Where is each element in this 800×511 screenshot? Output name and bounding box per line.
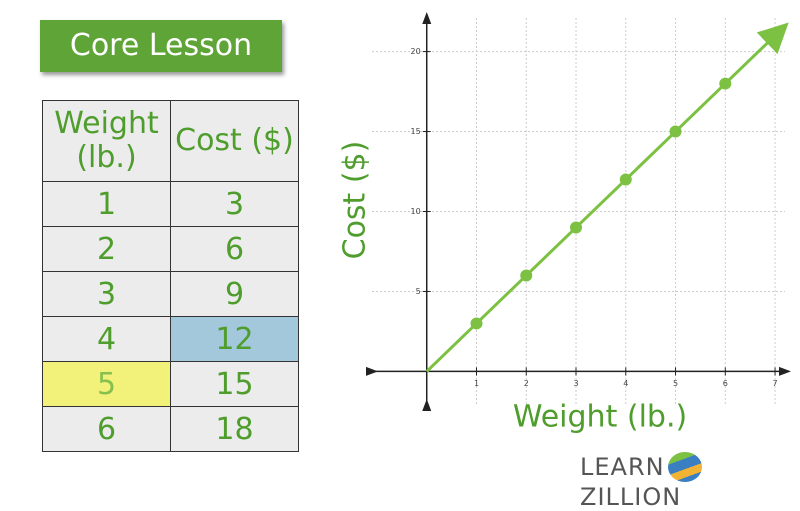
logo-icon <box>667 452 702 482</box>
point <box>669 125 682 138</box>
lesson-badge: Core Lesson <box>40 20 282 72</box>
y-tick-label: 5 <box>416 287 421 296</box>
x-axis-label: Weight (lb.) <box>513 400 687 435</box>
logo-text: ZILLION <box>580 483 682 511</box>
x-tick-label: 1 <box>474 379 479 388</box>
point <box>619 173 632 186</box>
point <box>520 269 533 282</box>
cell: 18 <box>170 406 299 452</box>
logo: LEARNZILLION <box>580 452 800 511</box>
cell: 6 <box>170 226 299 272</box>
cell: 3 <box>170 181 299 227</box>
cell: 3 <box>42 271 171 317</box>
header-cell: Cost ($) <box>170 100 299 182</box>
header-cell: Weight (lb.) <box>42 100 171 182</box>
cell: 5 <box>42 361 171 407</box>
x-tick-label: 4 <box>623 379 628 388</box>
y-tick-label: 15 <box>411 127 421 136</box>
point <box>570 221 583 234</box>
x-tick-label: 5 <box>673 379 678 388</box>
point <box>719 77 732 90</box>
x-tick-label: 7 <box>773 379 778 388</box>
point <box>470 317 483 330</box>
cell: 6 <box>42 406 171 452</box>
y-tick-label: 20 <box>411 47 421 56</box>
logo-text: LEARN <box>580 453 665 481</box>
cell: 12 <box>170 316 299 362</box>
y-axis-label: Cost ($) <box>338 141 373 260</box>
y-tick-label: 10 <box>411 207 421 216</box>
cell: 1 <box>42 181 171 227</box>
cell: 9 <box>170 271 299 317</box>
chart: Weight (lb.) Cost ($) 1 2 3 4 5 6 7 5 10 15 20 <box>338 12 791 435</box>
cell: 15 <box>170 361 299 407</box>
page: {"badge": "Core Lesson", "table": {"head… <box>40 12 791 511</box>
cell: 2 <box>42 226 171 272</box>
x-tick-label: 2 <box>524 379 529 388</box>
x-tick-label: 6 <box>723 379 728 388</box>
x-tick-label: 3 <box>573 379 578 388</box>
